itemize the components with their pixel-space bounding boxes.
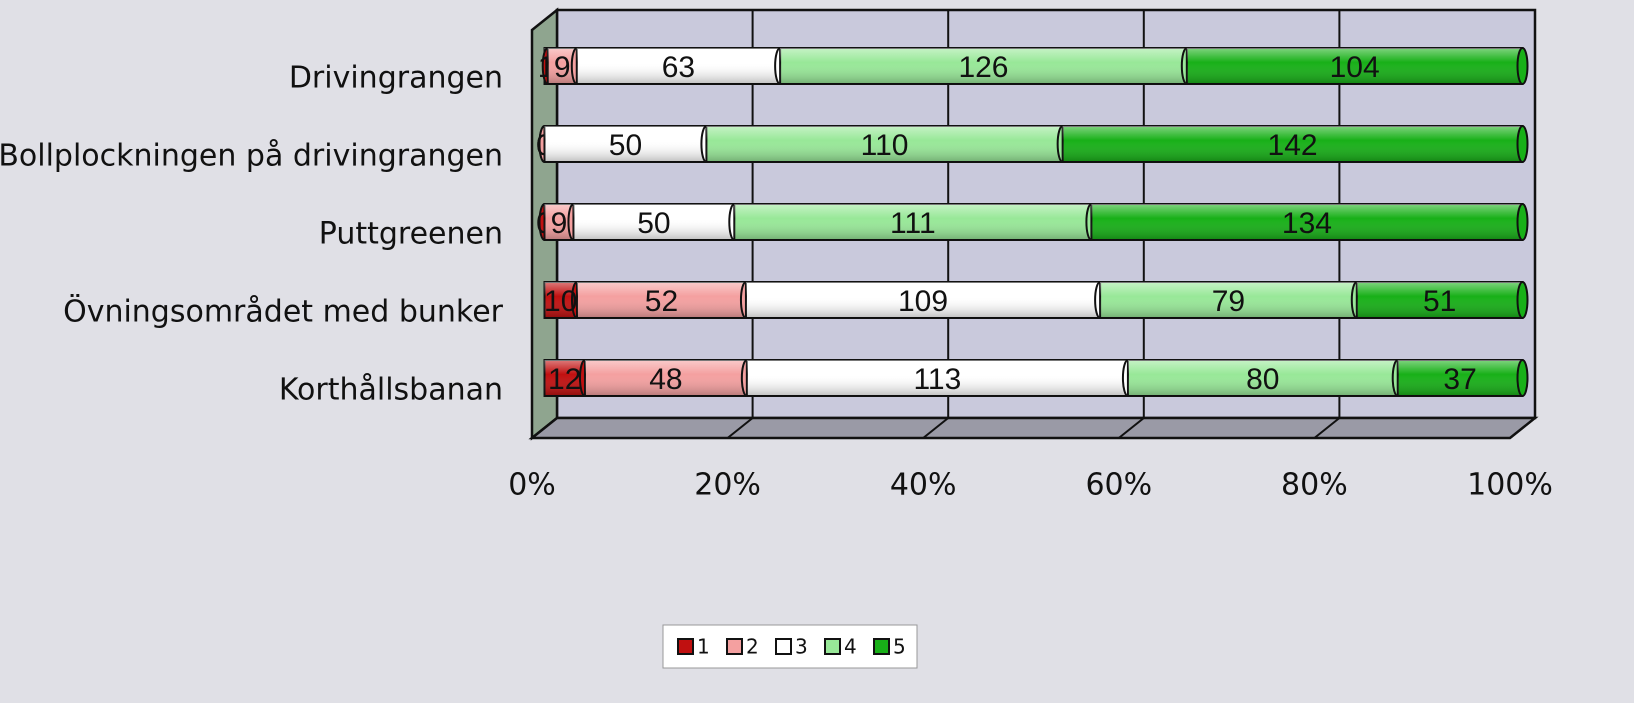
bar-shade — [1186, 48, 1523, 84]
bar-cap — [1516, 359, 1529, 397]
floor-tick — [531, 417, 558, 439]
y-tick-label: Drivingrangen — [289, 61, 503, 96]
x-tick-label: 60% — [1085, 468, 1152, 503]
bar-shade — [1356, 282, 1523, 318]
data-label: 50 — [637, 207, 670, 240]
data-label: 110 — [861, 129, 909, 162]
data-label: 52 — [645, 285, 678, 318]
bar-segment — [1396, 359, 1529, 397]
bar-segment — [572, 203, 741, 241]
bar-cap — [1516, 47, 1529, 85]
data-label: 48 — [649, 363, 682, 396]
data-label: 50 — [609, 129, 642, 162]
data-label: 111 — [890, 207, 936, 240]
floor-tick — [726, 417, 754, 439]
data-label: 51 — [1423, 285, 1456, 318]
bar-segment — [1090, 203, 1529, 241]
legend-label: 4 — [844, 635, 857, 659]
bar-segment — [705, 125, 1069, 163]
legend-label: 3 — [795, 635, 808, 659]
bar-shade — [746, 360, 1128, 396]
bar-shade — [576, 282, 746, 318]
data-label: 12 — [548, 363, 581, 396]
bar-shade — [544, 126, 707, 162]
floor-tick — [1118, 417, 1145, 439]
floor-tick — [922, 417, 949, 439]
bar-shade — [1100, 282, 1357, 318]
data-label: 9 — [551, 207, 568, 240]
floor-tick — [1313, 417, 1341, 439]
bar-shade — [780, 48, 1187, 84]
x-tick-label: 100% — [1467, 468, 1553, 503]
bar-shade — [573, 204, 735, 240]
x-tick-label: 80% — [1281, 468, 1348, 503]
legend-label: 1 — [697, 635, 710, 659]
legend-swatch — [677, 638, 694, 655]
data-label: 142 — [1268, 129, 1318, 162]
bar-shade — [576, 48, 781, 84]
bar-segment — [744, 281, 1107, 319]
bar-shade — [1397, 360, 1523, 396]
bar-shade — [734, 204, 1092, 240]
y-tick-label: Puttgreenen — [319, 217, 503, 252]
bar-segment — [1185, 47, 1529, 85]
legend-swatch — [726, 638, 743, 655]
bar-cap — [1516, 203, 1529, 241]
bar-segment — [1126, 359, 1404, 397]
floor — [528, 416, 1539, 440]
data-label: 9 — [554, 51, 571, 84]
bar-segment — [546, 47, 583, 85]
bar-segment — [745, 359, 1134, 397]
legend-label: 2 — [746, 635, 759, 659]
bar-shade — [1127, 360, 1398, 396]
data-label: 80 — [1246, 363, 1279, 396]
bar-shade — [745, 282, 1101, 318]
y-tick-label: Bollplockningen på drivingrangen — [0, 139, 503, 174]
bar-shade — [1062, 126, 1523, 162]
bar-shade — [584, 360, 747, 396]
data-label: 10 — [544, 285, 577, 318]
legend-swatch — [873, 638, 890, 655]
x-tick-label: 0% — [508, 468, 556, 503]
data-label: 113 — [913, 363, 961, 396]
bar-cap — [1516, 281, 1529, 319]
data-label: 109 — [898, 285, 948, 318]
x-tick-label: 20% — [694, 468, 761, 503]
data-label: 79 — [1212, 285, 1245, 318]
data-label: 126 — [958, 51, 1008, 84]
floor-tick — [1509, 417, 1536, 439]
bar-segment — [779, 47, 1193, 85]
bar-segment — [1099, 281, 1363, 319]
legend-swatch — [824, 638, 841, 655]
bar-segment — [1355, 281, 1529, 319]
y-tick-label: Övningsområdet med bunker — [63, 294, 504, 330]
data-label: 104 — [1330, 51, 1380, 84]
legend-swatch — [775, 638, 792, 655]
bar-shade — [706, 126, 1063, 162]
bar-segment — [1061, 125, 1529, 163]
x-tick-label: 40% — [890, 468, 957, 503]
bar-cap — [1516, 125, 1529, 163]
data-label: 63 — [662, 51, 695, 84]
bar-shade — [1091, 204, 1523, 240]
bar-shade — [544, 360, 585, 396]
bar-segment — [583, 359, 753, 397]
y-tick-label: Korthållsbanan — [279, 373, 503, 408]
data-label: 134 — [1282, 207, 1332, 240]
data-label: 37 — [1443, 363, 1476, 396]
legend-label: 5 — [893, 635, 906, 659]
